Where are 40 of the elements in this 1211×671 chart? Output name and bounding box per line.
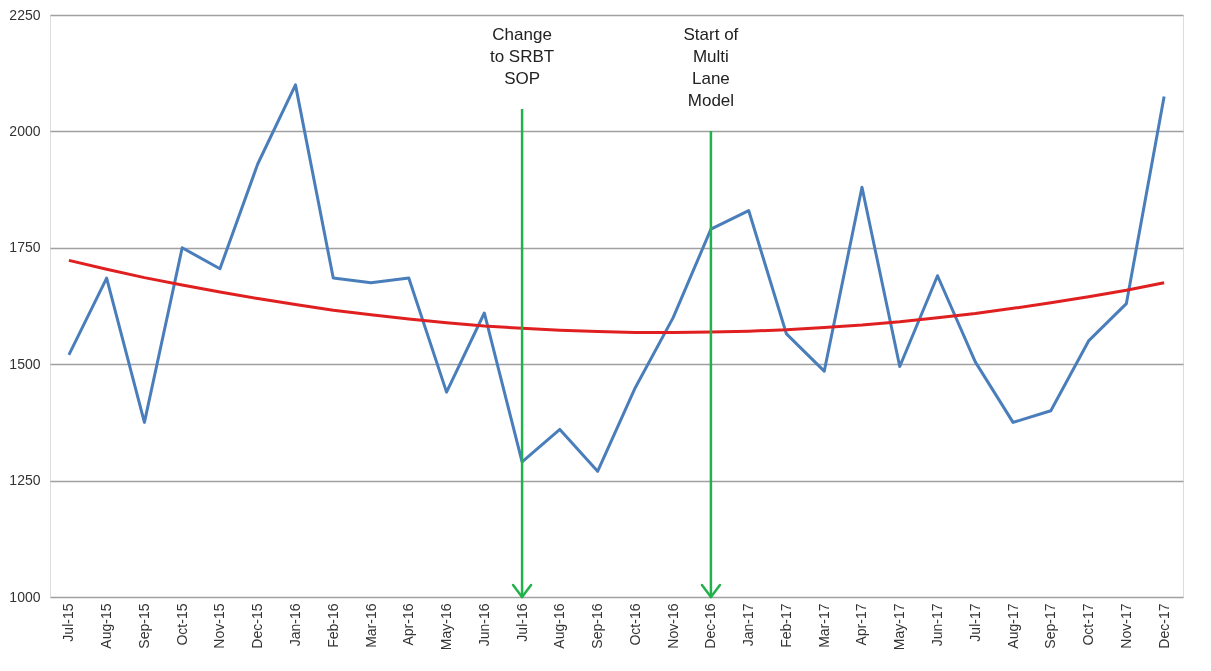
x-tick-label: May-17 — [891, 603, 908, 651]
x-tick-label: Feb-17 — [777, 603, 794, 648]
x-tick-label: Nov-17 — [1117, 603, 1134, 649]
x-tick-label: Oct-15 — [173, 603, 190, 646]
x-tick-label: Apr-16 — [400, 603, 417, 646]
y-tick-label: 1250 — [9, 472, 41, 489]
x-tick-label: Jul-15 — [60, 603, 77, 642]
x-tick-label: Jan-17 — [740, 603, 757, 647]
x-tick-label: Mar-17 — [815, 603, 832, 648]
y-tick-label: 2250 — [9, 6, 41, 23]
x-tick-label: Jul-17 — [966, 603, 983, 642]
y-tick-label: 1750 — [9, 239, 41, 256]
x-tick-label: Sep-16 — [589, 603, 606, 649]
x-tick-label: Mar-16 — [362, 603, 379, 648]
x-tick-label: Sep-15 — [135, 603, 152, 649]
x-tick-label: Jun-16 — [475, 603, 492, 647]
x-tick-label: Jun-17 — [929, 603, 946, 647]
y-tick-label: 1500 — [9, 355, 41, 372]
x-tick-label: Feb-16 — [324, 603, 341, 648]
line-series — [67, 258, 1166, 335]
y-tick-label: 1000 — [9, 588, 41, 605]
y-tick-label: 2000 — [9, 122, 41, 139]
ref-line-label: Change to SRBT SOP — [489, 25, 555, 88]
x-tick-label: Nov-15 — [211, 603, 228, 649]
ref-line-label: Start of Multi Lane Model — [683, 25, 739, 110]
x-tick-label: Jul-16 — [513, 603, 530, 642]
x-tick-label: Dec-17 — [1155, 603, 1172, 649]
line-series — [67, 83, 1166, 473]
x-tick-label: Nov-16 — [664, 603, 681, 649]
x-tick-label: May-16 — [438, 603, 455, 651]
x-tick-label: Apr-17 — [853, 603, 870, 646]
x-tick-label: Sep-17 — [1042, 603, 1059, 649]
x-tick-label: Aug-15 — [98, 603, 115, 649]
x-tick-label: Aug-16 — [551, 603, 568, 649]
x-tick-label: Dec-16 — [702, 603, 719, 649]
x-tick-label: Oct-16 — [626, 603, 643, 646]
x-tick-label: Dec-15 — [249, 603, 266, 649]
x-tick-label: Jan-16 — [286, 603, 303, 647]
x-tick-label: Oct-17 — [1080, 603, 1097, 646]
x-tick-label: Aug-17 — [1004, 603, 1021, 649]
